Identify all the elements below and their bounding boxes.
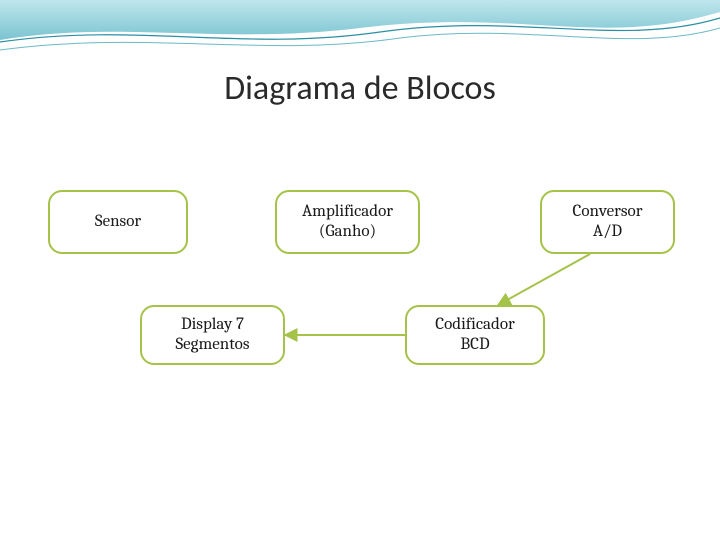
slide-title: Diagrama de Blocos (0, 68, 720, 109)
node-amp: Amplificador (Ganho) (275, 190, 420, 254)
edge-adc-bcd (498, 254, 590, 305)
node-adc: Conversor A/D (540, 190, 675, 254)
node-display: Display 7 Segmentos (140, 305, 285, 365)
node-bcd: Codificador BCD (405, 305, 545, 365)
node-sensor: Sensor (48, 190, 188, 254)
slide: Diagrama de Blocos Sensor Amplificador (G… (0, 0, 720, 540)
